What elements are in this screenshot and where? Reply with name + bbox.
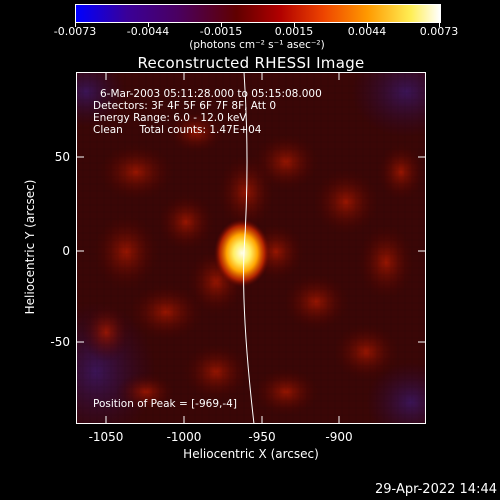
y-tick-label: 0: [62, 244, 70, 258]
rhessi-image-plot: [76, 72, 426, 424]
x-tick-label: -900: [325, 430, 353, 444]
colorbar-tick-label: -0.0015: [199, 25, 243, 38]
colorbar: [75, 4, 441, 23]
info-energy-range: Energy Range: 6.0 - 12.0 keV: [93, 112, 247, 124]
colorbar-tick-label: 0.0073: [419, 25, 459, 38]
colorbar-tick-label: 0.0015: [274, 25, 314, 38]
x-axis-label: Heliocentric X (arcsec): [183, 447, 319, 461]
y-tick-label: 50: [54, 150, 70, 164]
info-detectors: Detectors: 3F 4F 5F 6F 7F 8F, Att 0: [93, 100, 277, 112]
colorbar-units: (photons cm⁻² s⁻¹ asec⁻²): [189, 39, 325, 51]
x-tick-label: -1050: [88, 430, 124, 444]
colorbar-tick-label: -0.0073: [53, 25, 97, 38]
x-tick-label: -950: [248, 430, 276, 444]
colorbar-tick-label: -0.0044: [126, 25, 170, 38]
info-peak-position: Position of Peak = [-969,-4]: [93, 398, 237, 410]
colorbar-tick-label: 0.0044: [347, 25, 387, 38]
x-tick-label: -1000: [166, 430, 202, 444]
info-clean-counts: Clean Total counts: 1.47E+04: [93, 124, 262, 136]
y-tick-label: -50: [50, 335, 70, 349]
y-axis-label: Heliocentric Y (arcsec): [23, 179, 37, 315]
plot-title: Reconstructed RHESSI Image: [137, 54, 365, 72]
footer-timestamp: 29-Apr-2022 14:44: [375, 482, 497, 497]
info-time-range: 6-Mar-2003 05:11:28.000 to 05:15:08.000: [100, 88, 322, 100]
